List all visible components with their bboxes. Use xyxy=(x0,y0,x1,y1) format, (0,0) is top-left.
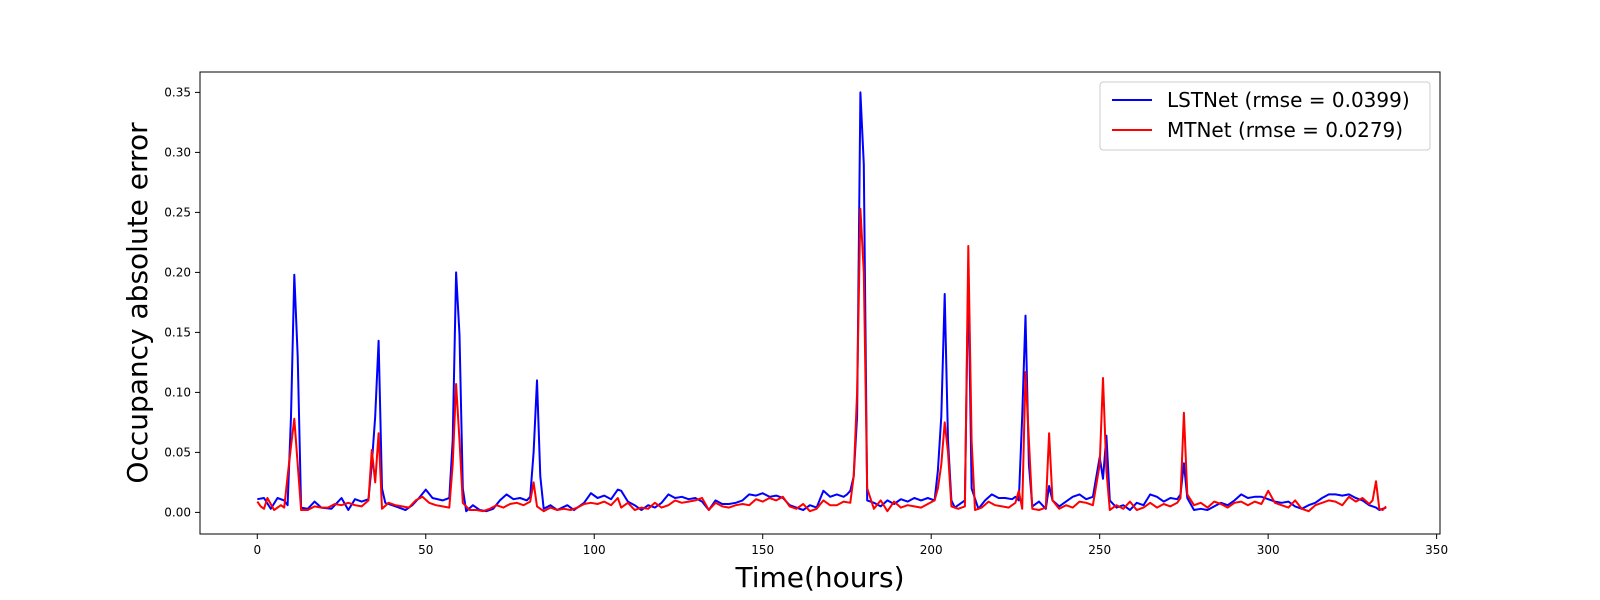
x-tick-label: 250 xyxy=(1088,543,1111,557)
x-tick-label: 100 xyxy=(583,543,606,557)
y-axis-label: Occupancy absolute error xyxy=(121,122,154,484)
legend-label-lstnet: LSTNet (rmse = 0.0399) xyxy=(1167,88,1410,112)
series-line-mtnet xyxy=(256,207,1387,513)
x-tick-label: 300 xyxy=(1257,543,1280,557)
x-tick-label: 50 xyxy=(418,543,433,557)
x-axis-label: Time(hours) xyxy=(734,561,904,594)
y-tick-label: 0.00 xyxy=(164,505,191,519)
y-tick-label: 0.25 xyxy=(164,205,191,219)
legend-label-mtnet: MTNet (rmse = 0.0279) xyxy=(1167,118,1403,142)
y-tick-label: 0.35 xyxy=(164,85,191,99)
x-tick-label: 350 xyxy=(1425,543,1448,557)
x-tick-label: 0 xyxy=(253,543,261,557)
x-tick-label: 200 xyxy=(920,543,943,557)
y-tick-label: 0.10 xyxy=(164,385,191,399)
y-tick-label: 0.30 xyxy=(164,145,191,159)
y-tick-label: 0.20 xyxy=(164,265,191,279)
y-tick-label: 0.05 xyxy=(164,445,191,459)
x-axis: 0 50 100 150 200 250 300 350 xyxy=(253,534,1448,557)
legend-box xyxy=(1099,81,1431,151)
plot-frame xyxy=(199,71,1441,535)
x-tick-label: 150 xyxy=(751,543,774,557)
series-layer xyxy=(256,91,1387,513)
y-axis: 0.00 0.05 0.10 0.15 0.20 0.25 0.30 0.35 xyxy=(164,85,200,519)
legend: LSTNet (rmse = 0.0399) MTNet (rmse = 0.0… xyxy=(1099,81,1431,151)
y-tick-label: 0.15 xyxy=(164,325,191,339)
